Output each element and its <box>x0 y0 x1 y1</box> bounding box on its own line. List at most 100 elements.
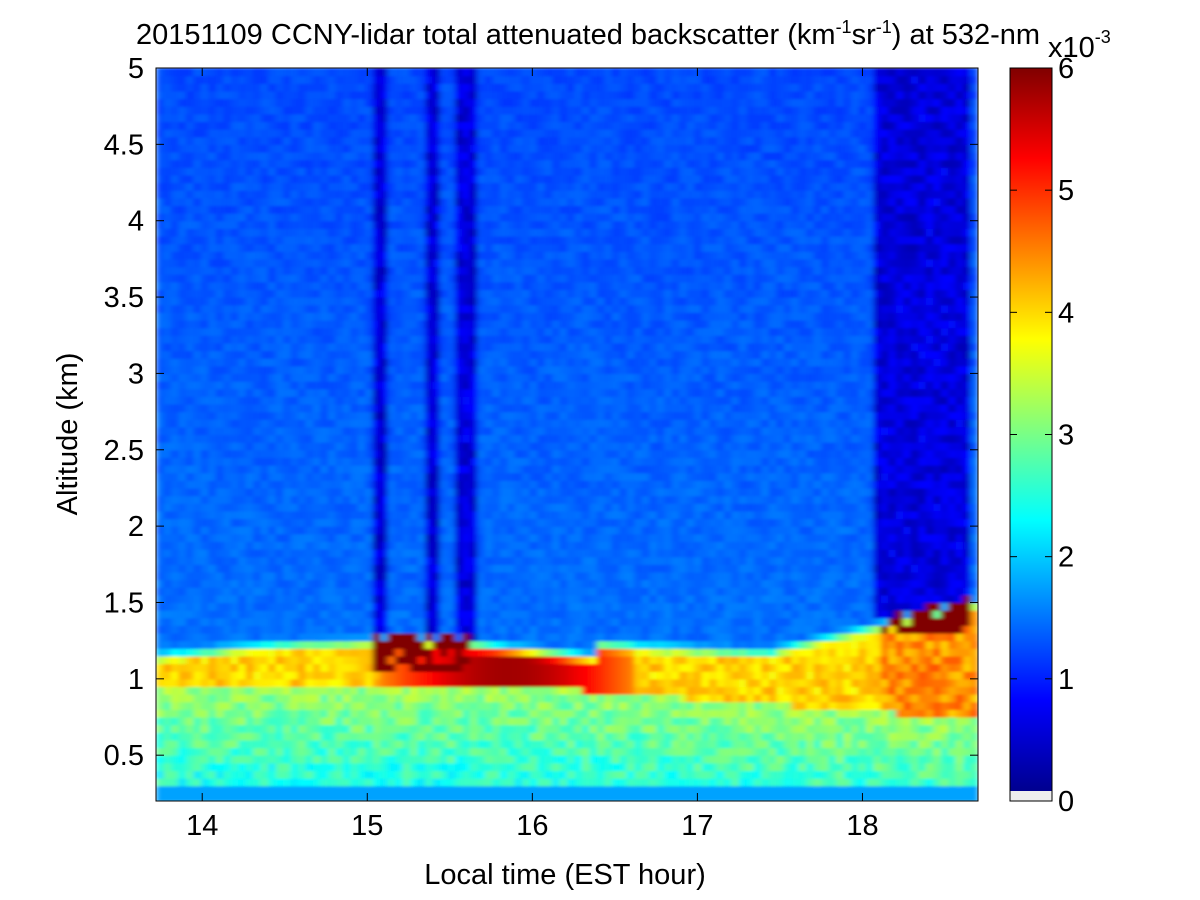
heatmap-cell <box>477 136 486 145</box>
heatmap-cell <box>522 426 531 436</box>
heatmap-cell <box>432 556 441 565</box>
heatmap-cell <box>499 411 508 420</box>
heatmap-cell <box>230 625 239 634</box>
heatmap-cell <box>462 755 471 764</box>
heatmap-cell <box>522 648 531 657</box>
heatmap-cell <box>372 75 381 84</box>
heatmap-cell <box>395 671 404 680</box>
heatmap-cell <box>439 633 449 642</box>
heatmap-cell <box>163 106 172 115</box>
heatmap-cell <box>469 755 478 764</box>
heatmap-cell <box>200 235 209 245</box>
heatmap-cell <box>156 541 165 550</box>
heatmap-cell <box>268 625 277 634</box>
heatmap-cell <box>387 144 396 153</box>
heatmap-cell <box>395 594 404 604</box>
heatmap-cell <box>447 487 456 497</box>
heatmap-cell <box>522 403 531 413</box>
heatmap-cell <box>335 709 344 718</box>
heatmap-cell <box>185 220 194 229</box>
heatmap-cell <box>156 472 165 481</box>
heatmap-cell <box>507 633 516 642</box>
heatmap-cell <box>522 533 531 542</box>
heatmap-cell <box>395 220 404 229</box>
heatmap-cell <box>417 556 426 565</box>
heatmap-cell <box>335 747 344 756</box>
heatmap-cell <box>200 671 209 680</box>
heatmap-cell <box>477 487 486 497</box>
heatmap-cell <box>537 472 546 481</box>
heatmap-cell <box>327 747 336 756</box>
heatmap-cell <box>410 472 419 481</box>
heatmap-cell <box>223 327 232 336</box>
heatmap-cell <box>215 342 224 352</box>
heatmap-cell <box>387 396 396 405</box>
heatmap-cell <box>320 98 329 107</box>
heatmap-cell <box>245 701 254 710</box>
heatmap-cell <box>312 373 321 382</box>
heatmap-cell <box>327 258 336 268</box>
heatmap-cell <box>417 297 426 306</box>
heatmap-cell <box>469 549 478 558</box>
heatmap-cell <box>529 167 538 176</box>
heatmap-cell <box>395 251 404 260</box>
heatmap-cell <box>245 617 254 626</box>
heatmap-cell <box>245 472 254 481</box>
heatmap-cell <box>290 350 299 359</box>
heatmap-cell <box>245 251 254 260</box>
heatmap-cell <box>312 335 321 344</box>
heatmap-cell <box>425 266 434 275</box>
heatmap-cell <box>357 220 366 229</box>
heatmap-cell <box>499 68 508 77</box>
heatmap-cell <box>365 83 374 92</box>
heatmap-cell <box>268 358 277 367</box>
heatmap-cell <box>163 602 172 611</box>
heatmap-cell <box>432 739 441 749</box>
heatmap-cell <box>514 388 523 397</box>
heatmap-cell <box>260 610 269 619</box>
heatmap-cell <box>327 68 336 77</box>
heatmap-cell <box>275 106 284 115</box>
heatmap-cell <box>268 503 277 512</box>
heatmap-cell <box>200 495 209 504</box>
heatmap-cell <box>185 518 194 527</box>
heatmap-cell <box>268 182 277 191</box>
heatmap-cell <box>208 129 217 138</box>
heatmap-cell <box>283 388 292 397</box>
heatmap-cell <box>245 335 254 344</box>
heatmap-cell <box>529 655 538 665</box>
heatmap-cell <box>522 449 531 459</box>
heatmap-cell <box>417 571 426 581</box>
heatmap-cell <box>223 381 232 390</box>
heatmap-cell <box>290 335 299 344</box>
heatmap-cell <box>178 342 187 352</box>
heatmap-cell <box>208 449 217 459</box>
heatmap-cell <box>312 465 321 474</box>
heatmap-cell <box>230 419 239 428</box>
heatmap-cell <box>425 785 434 794</box>
heatmap-cell <box>268 487 277 497</box>
heatmap-cell <box>290 121 299 130</box>
heatmap-cell <box>395 266 404 275</box>
heatmap-cell <box>253 617 262 626</box>
heatmap-cell <box>260 342 269 352</box>
heatmap-cell <box>484 75 493 84</box>
heatmap-cell <box>514 449 523 459</box>
heatmap-cell <box>230 564 239 573</box>
heatmap-cell <box>447 274 456 283</box>
heatmap-cell <box>492 724 501 733</box>
heatmap-cell <box>290 541 299 550</box>
heatmap-cell <box>454 235 463 245</box>
heatmap-cell <box>537 113 546 123</box>
heatmap-cell <box>327 594 336 604</box>
heatmap-cell <box>342 457 351 466</box>
heatmap-cell <box>402 419 411 428</box>
heatmap-cell <box>260 579 269 588</box>
heatmap-cell <box>537 678 546 688</box>
heatmap-cell <box>245 526 254 535</box>
heatmap-cell <box>342 785 351 794</box>
heatmap-cell <box>507 182 516 191</box>
heatmap-cell <box>492 793 501 801</box>
heatmap-cell <box>185 671 194 680</box>
heatmap-cell <box>335 113 344 123</box>
